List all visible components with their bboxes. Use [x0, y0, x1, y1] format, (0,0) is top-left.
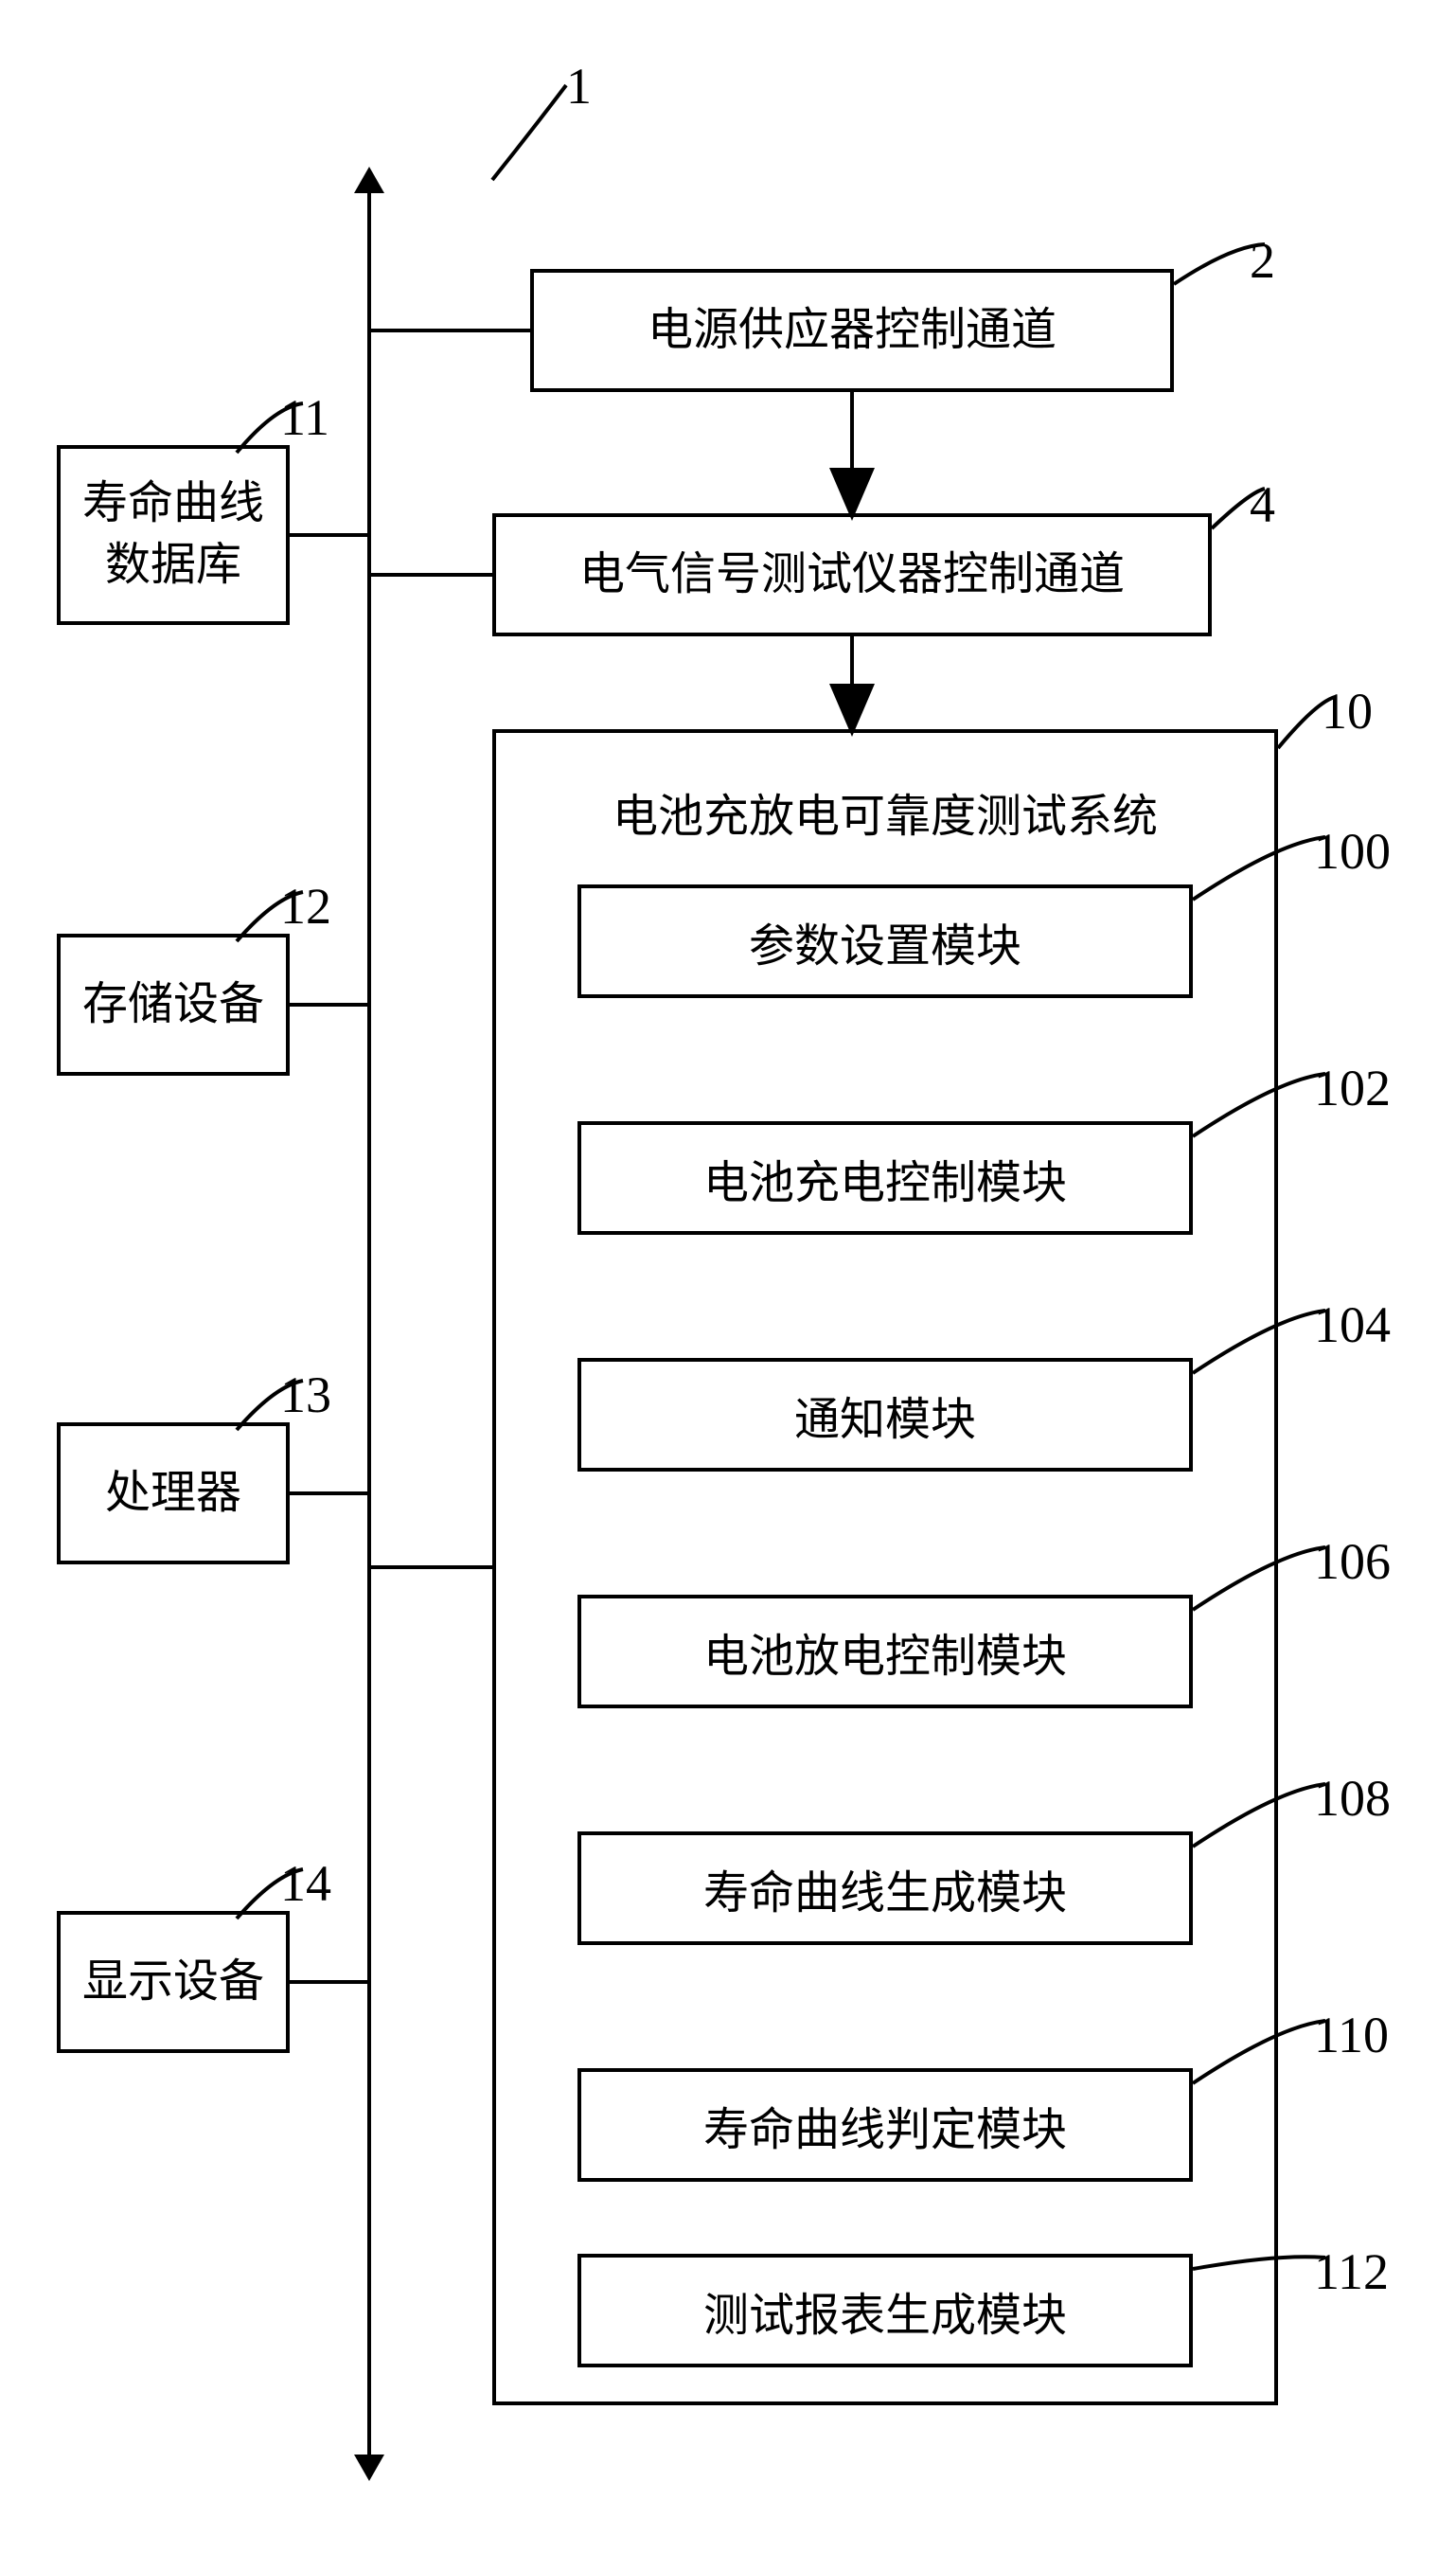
processor-box: 处理器 [57, 1422, 290, 1564]
psu-control-channel-label: 电源供应器控制通道 [648, 300, 1056, 362]
ref-11: 11 [280, 388, 329, 447]
ref-106: 106 [1314, 1532, 1391, 1591]
instrument-control-channel-box: 电气信号测试仪器控制通道 [492, 513, 1212, 636]
test-system-title: 电池充放电可靠度测试系统 [496, 778, 1274, 845]
psu-control-channel-box: 电源供应器控制通道 [530, 269, 1174, 392]
ref-10: 10 [1322, 682, 1373, 741]
ref-110: 110 [1314, 2006, 1389, 2064]
ref-102: 102 [1314, 1059, 1391, 1117]
display-device-box: 显示设备 [57, 1911, 290, 2053]
report-module-box: 测试报表生成模块 [577, 2254, 1193, 2367]
report-module-label: 测试报表生成模块 [703, 2277, 1067, 2344]
notify-module-box: 通知模块 [577, 1358, 1193, 1472]
curve-gen-module-box: 寿命曲线生成模块 [577, 1831, 1193, 1945]
param-module-box: 参数设置模块 [577, 884, 1193, 998]
ref-108: 108 [1314, 1769, 1391, 1828]
processor-label: 处理器 [105, 1463, 241, 1525]
ref-12: 12 [280, 877, 331, 936]
ref-4: 4 [1250, 475, 1275, 534]
ref-14: 14 [280, 1854, 331, 1913]
ref-2: 2 [1250, 231, 1275, 290]
ref-112: 112 [1314, 2242, 1389, 2301]
life-curve-database-label: 寿命曲线数据库 [82, 473, 264, 597]
curve-judge-module-label: 寿命曲线判定模块 [703, 2092, 1067, 2158]
instrument-control-channel-label: 电气信号测试仪器控制通道 [579, 545, 1125, 606]
ref-100: 100 [1314, 822, 1391, 881]
ref-1: 1 [566, 57, 592, 116]
curve-judge-module-box: 寿命曲线判定模块 [577, 2068, 1193, 2182]
ref-13: 13 [280, 1366, 331, 1424]
param-module-label: 参数设置模块 [749, 908, 1021, 974]
discharge-module-box: 电池放电控制模块 [577, 1595, 1193, 1708]
storage-device-label: 存储设备 [82, 974, 264, 1036]
life-curve-database-box: 寿命曲线数据库 [57, 445, 290, 625]
charge-module-box: 电池充电控制模块 [577, 1121, 1193, 1235]
curve-gen-module-label: 寿命曲线生成模块 [703, 1855, 1067, 1921]
diagram-canvas: 寿命曲线数据库 存储设备 处理器 显示设备 电源供应器控制通道 电气信号测试仪器… [0, 0, 1456, 2553]
ref-104: 104 [1314, 1295, 1391, 1354]
charge-module-label: 电池充电控制模块 [703, 1145, 1067, 1211]
discharge-module-label: 电池放电控制模块 [703, 1618, 1067, 1685]
storage-device-box: 存储设备 [57, 934, 290, 1076]
display-device-label: 显示设备 [82, 1952, 264, 2013]
notify-module-label: 通知模块 [794, 1382, 976, 1448]
